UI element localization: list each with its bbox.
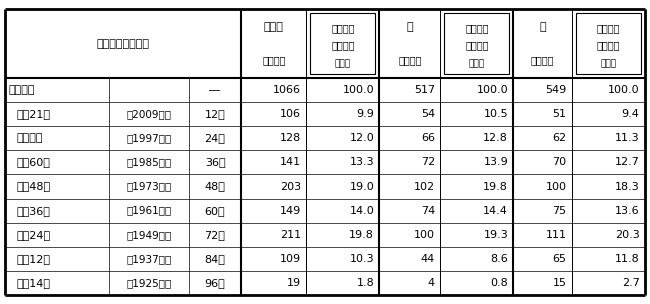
Text: 66: 66 xyxy=(421,133,435,143)
Text: 128: 128 xyxy=(280,133,301,143)
Text: 11.8: 11.8 xyxy=(615,254,640,264)
Bar xyxy=(310,13,376,74)
Text: 8.6: 8.6 xyxy=(490,254,508,264)
Text: 13.3: 13.3 xyxy=(350,157,374,168)
Text: （2009年）: （2009年） xyxy=(126,109,172,119)
Text: 昭和36年: 昭和36年 xyxy=(17,206,51,216)
Text: 2.7: 2.7 xyxy=(621,278,640,288)
Text: 1066: 1066 xyxy=(273,85,301,95)
Text: 72: 72 xyxy=(421,157,435,168)
Text: ―: ― xyxy=(209,85,220,95)
Text: 13.6: 13.6 xyxy=(615,206,640,216)
Text: 100: 100 xyxy=(414,230,435,240)
Text: 15: 15 xyxy=(552,278,567,288)
Text: （万人）: （万人） xyxy=(531,55,554,65)
Text: 102: 102 xyxy=(414,181,435,192)
Text: める割合: める割合 xyxy=(331,40,355,50)
Text: 141: 141 xyxy=(280,157,301,168)
Text: 14.0: 14.0 xyxy=(350,206,374,216)
Text: 4: 4 xyxy=(428,278,435,288)
Text: （％）: （％） xyxy=(335,59,351,68)
Text: 昭和12年: 昭和12年 xyxy=(17,254,51,264)
Text: 18.3: 18.3 xyxy=(615,181,640,192)
Text: 総数に占: 総数に占 xyxy=(597,23,620,33)
Text: 昭和48年: 昭和48年 xyxy=(17,181,51,192)
Text: 男女計: 男女計 xyxy=(264,22,284,32)
Text: 11.3: 11.3 xyxy=(615,133,640,143)
Text: 203: 203 xyxy=(280,181,301,192)
Text: 72歳: 72歳 xyxy=(205,230,226,240)
Text: 12.8: 12.8 xyxy=(483,133,508,143)
Text: 平成21年: 平成21年 xyxy=(17,109,51,119)
Text: 総数に占: 総数に占 xyxy=(331,23,355,33)
Text: 100.0: 100.0 xyxy=(608,85,640,95)
Text: 14.4: 14.4 xyxy=(483,206,508,216)
Text: 70: 70 xyxy=(552,157,567,168)
Text: 9.9: 9.9 xyxy=(356,109,374,119)
Text: 84歳: 84歳 xyxy=(205,254,226,264)
Text: 96歳: 96歳 xyxy=(205,278,226,288)
Text: 12.7: 12.7 xyxy=(615,157,640,168)
Text: 男: 男 xyxy=(406,22,413,32)
Text: 20.3: 20.3 xyxy=(615,230,640,240)
Text: 65: 65 xyxy=(552,254,567,264)
Text: 19: 19 xyxy=(287,278,301,288)
Text: 106: 106 xyxy=(280,109,301,119)
Text: 10.5: 10.5 xyxy=(484,109,508,119)
Text: 生まれた年・年齢: 生まれた年・年齢 xyxy=(97,39,150,49)
Text: 75: 75 xyxy=(552,206,567,216)
Bar xyxy=(444,13,510,74)
Text: める割合: める割合 xyxy=(597,40,620,50)
Text: 549: 549 xyxy=(545,85,567,95)
Text: 12歳: 12歳 xyxy=(205,109,226,119)
Text: 111: 111 xyxy=(545,230,567,240)
Text: 44: 44 xyxy=(421,254,435,264)
Text: 大欳14年: 大欳14年 xyxy=(17,278,51,288)
Text: （1985年）: （1985年） xyxy=(126,157,172,168)
Text: 19.8: 19.8 xyxy=(483,181,508,192)
Text: 昭和24年: 昭和24年 xyxy=(17,230,51,240)
Text: 100.0: 100.0 xyxy=(343,85,374,95)
Text: 19.0: 19.0 xyxy=(350,181,374,192)
Text: 19.3: 19.3 xyxy=(484,230,508,240)
Text: める割合: める割合 xyxy=(465,40,489,50)
Text: 48歳: 48歳 xyxy=(205,181,226,192)
Text: 100.0: 100.0 xyxy=(476,85,508,95)
Text: 62: 62 xyxy=(552,133,567,143)
Text: 13.9: 13.9 xyxy=(484,157,508,168)
Text: 51: 51 xyxy=(552,109,567,119)
Text: 517: 517 xyxy=(414,85,435,95)
Bar xyxy=(576,13,641,74)
Text: 平成９年: 平成９年 xyxy=(17,133,44,143)
Text: 昭和60年: 昭和60年 xyxy=(17,157,51,168)
Text: 19.8: 19.8 xyxy=(349,230,374,240)
Text: 24歳: 24歳 xyxy=(205,133,226,143)
Text: 12.0: 12.0 xyxy=(350,133,374,143)
Text: 10.3: 10.3 xyxy=(350,254,374,264)
Text: （1961年）: （1961年） xyxy=(126,206,172,216)
Text: （％）: （％） xyxy=(469,59,485,68)
Text: 74: 74 xyxy=(421,206,435,216)
Text: 149: 149 xyxy=(280,206,301,216)
Text: 54: 54 xyxy=(421,109,435,119)
Text: （万人）: （万人） xyxy=(262,55,285,65)
Text: （1997年）: （1997年） xyxy=(126,133,172,143)
Text: 109: 109 xyxy=(280,254,301,264)
Text: （1949年）: （1949年） xyxy=(126,230,172,240)
Text: 総　　数: 総 数 xyxy=(8,85,35,95)
Text: 36歳: 36歳 xyxy=(205,157,226,168)
Text: （1937年）: （1937年） xyxy=(126,254,172,264)
Text: （1973年）: （1973年） xyxy=(126,181,172,192)
Text: 9.4: 9.4 xyxy=(621,109,640,119)
Text: 女: 女 xyxy=(540,22,546,32)
Text: 211: 211 xyxy=(280,230,301,240)
Text: 100: 100 xyxy=(545,181,567,192)
Text: （1925年）: （1925年） xyxy=(126,278,172,288)
Text: 60歳: 60歳 xyxy=(205,206,226,216)
Text: （万人）: （万人） xyxy=(398,55,422,65)
Text: （％）: （％） xyxy=(600,59,616,68)
Text: 0.8: 0.8 xyxy=(490,278,508,288)
Text: 総数に占: 総数に占 xyxy=(465,23,489,33)
Text: 1.8: 1.8 xyxy=(356,278,374,288)
